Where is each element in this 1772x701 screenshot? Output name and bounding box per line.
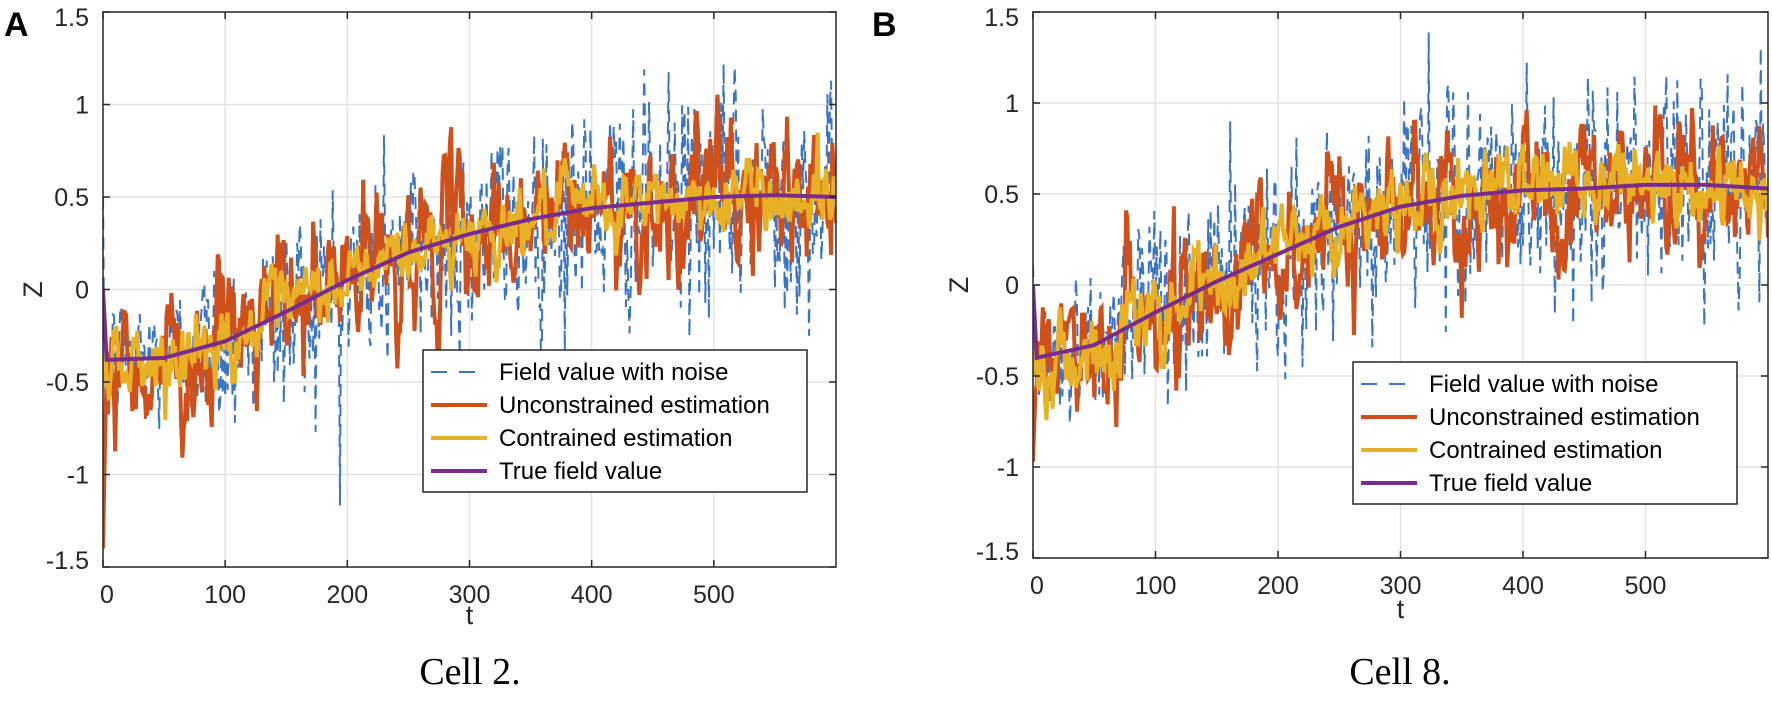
x-tick-label: 200 (1257, 572, 1299, 600)
y-tick-label: 0 (1005, 272, 1019, 300)
plot-area (1033, 32, 1768, 462)
x-tick-label: 0 (1030, 572, 1044, 600)
y-tick-label: -1.5 (976, 538, 1019, 566)
series-contrained-estimation (1033, 141, 1768, 421)
legend-box (422, 349, 808, 493)
series-contrained-estimation (103, 132, 836, 421)
y-tick-label: -0.5 (976, 363, 1019, 391)
y-tick-label: -1 (997, 454, 1019, 482)
y-tick-label: 1 (1005, 90, 1019, 118)
legend: Field value with noise Unconstrained esti… (422, 349, 808, 493)
y-tick-label: -1.5 (46, 547, 89, 575)
x-tick-label: 100 (1135, 572, 1177, 600)
legend-label: True field value (499, 458, 662, 485)
x-tick-label: 200 (326, 581, 368, 609)
x-tick-label: 500 (1625, 572, 1667, 600)
series-true-field-value (1033, 182, 1768, 361)
series-true-field-value (103, 193, 836, 362)
x-axis-label: t (466, 600, 474, 630)
chart-panel-a: 0 100 200 300 400 500 -1.5 -1 -0.5 0 0.5 1 1.5 t Z A Cel… (4, 4, 837, 693)
y-tick-label: 0.5 (984, 181, 1019, 209)
legend: Field value with noise Unconstrained esti… (1352, 361, 1738, 505)
y-tick-label: 0 (75, 277, 89, 305)
legend-label: Contrained estimation (499, 425, 732, 452)
panel-caption: Cell 8. (1349, 651, 1450, 693)
panel-caption: Cell 2. (419, 651, 520, 693)
legend-label: Unconstrained estimation (499, 392, 770, 419)
chart-panel-b: 0 100 200 300 400 500 -1.5 -1 -0.5 0 0.5 1 1.5 t Z B Cel… (872, 4, 1769, 693)
x-tick-label: 100 (204, 581, 246, 609)
y-tick-label: 1.5 (984, 4, 1019, 32)
legend-label: Field value with noise (1429, 371, 1658, 398)
y-tick-label: -1 (67, 462, 89, 490)
y-axis-label: Z (18, 281, 48, 298)
legend-label: Unconstrained estimation (1429, 404, 1700, 431)
panel-label: A (4, 6, 29, 44)
x-tick-label: 300 (1380, 572, 1422, 600)
x-tick-label: 500 (693, 581, 735, 609)
panel-label: B (872, 6, 897, 44)
x-tick-label: 400 (1502, 572, 1544, 600)
legend-box (1352, 361, 1738, 505)
plot-area (103, 64, 836, 549)
x-tick-label: 300 (449, 581, 491, 609)
y-tick-label: 0.5 (54, 184, 89, 212)
legend-label: Contrained estimation (1429, 437, 1662, 464)
series-field-value-with-noise (103, 64, 836, 506)
y-tick-label: 1.5 (54, 4, 89, 32)
y-axis-label: Z (944, 277, 974, 294)
x-axis-label: t (1397, 594, 1405, 624)
y-tick-label: 1 (75, 92, 89, 120)
x-tick-label: 400 (571, 581, 613, 609)
legend-label: True field value (1429, 470, 1592, 497)
y-tick-label: -0.5 (46, 369, 89, 397)
x-tick-label: 0 (100, 581, 114, 609)
legend-label: Field value with noise (499, 359, 728, 386)
